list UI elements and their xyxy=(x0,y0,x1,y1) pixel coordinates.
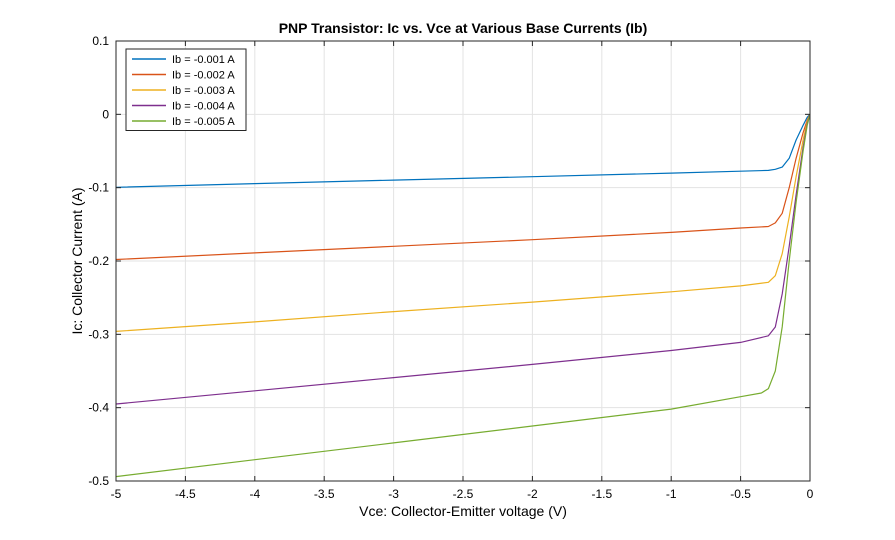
series-line-1 xyxy=(115,113,811,188)
legend-label-4: Ib = -0.004 A xyxy=(172,101,235,113)
legend-label-3: Ib = -0.003 A xyxy=(172,85,235,97)
legend-label-1: Ib = -0.001 A xyxy=(172,54,235,66)
series-line-3 xyxy=(115,114,811,332)
x-tick-label: -3.5 xyxy=(314,487,335,501)
series-lines xyxy=(115,113,811,478)
y-axis-ticks: -0.5 -0.4 -0.3 -0.2 -0.1 0 0.1 xyxy=(88,34,810,488)
y-tick-label: -0.5 xyxy=(88,474,109,488)
x-tick-label: -4 xyxy=(249,487,260,501)
series-line-2 xyxy=(115,114,811,261)
x-axis-ticks: -5 -4.5 -4 -3.5 -3 -2.5 -2 -1.5 -1 -0.5 0 xyxy=(111,41,814,501)
x-axis-label: Vce: Collector-Emitter voltage (V) xyxy=(359,503,567,519)
y-tick-label: -0.2 xyxy=(88,254,109,268)
x-tick-label: -3 xyxy=(388,487,399,501)
x-tick-label: 0 xyxy=(807,487,814,501)
legend: Ib = -0.001 A Ib = -0.002 A Ib = -0.003 A I… xyxy=(125,48,247,131)
y-tick-label: -0.1 xyxy=(88,181,109,195)
x-tick-label: -0.5 xyxy=(730,487,751,501)
x-tick-label: -4.5 xyxy=(175,487,196,501)
chart-title: PNP Transistor: Ic vs. Vce at Various Ba… xyxy=(279,20,648,36)
y-tick-label: 0.1 xyxy=(92,34,109,48)
y-tick-label: -0.4 xyxy=(88,401,109,415)
y-tick-label: 0 xyxy=(102,107,109,121)
x-tick-label: -1 xyxy=(666,487,677,501)
x-tick-label: -1.5 xyxy=(591,487,612,501)
x-tick-label: -5 xyxy=(111,487,122,501)
legend-label-5: Ib = -0.005 A xyxy=(172,116,235,128)
series-line-5 xyxy=(115,114,811,478)
x-tick-label: -2.5 xyxy=(453,487,474,501)
y-tick-label: -0.3 xyxy=(88,327,109,341)
y-axis-label: Ic: Collector Current (A) xyxy=(69,187,85,334)
x-tick-label: -2 xyxy=(527,487,538,501)
legend-label-2: Ib = -0.002 A xyxy=(172,70,235,82)
